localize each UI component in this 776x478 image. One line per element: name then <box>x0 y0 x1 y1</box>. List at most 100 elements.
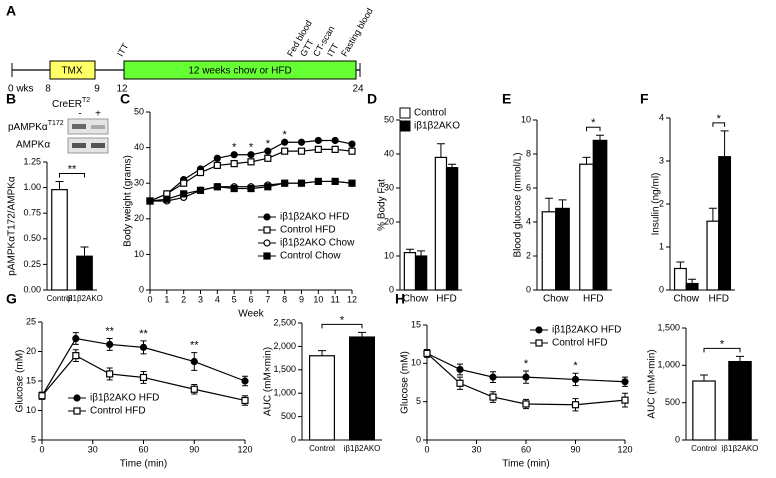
x-tick-label: 30 <box>88 444 98 454</box>
marker <box>213 161 221 169</box>
x-tick-label: 11 <box>330 294 339 304</box>
x-tick-label: 12 <box>347 294 357 304</box>
x-tick-label: 10 <box>313 294 323 304</box>
marker <box>106 370 114 378</box>
bar <box>555 207 570 291</box>
blot-strip <box>67 137 109 154</box>
y-axis-label: Glucose (mM) <box>400 351 411 414</box>
y-axis-label: % Body Fat <box>377 179 388 231</box>
y-tick-label: 0.75 <box>23 208 41 218</box>
marker <box>348 179 356 187</box>
marker <box>314 145 322 153</box>
x-tick-label: HFD <box>583 294 604 305</box>
error-bar <box>736 355 744 362</box>
x-axis-label: Week <box>238 309 264 320</box>
marker <box>571 375 580 384</box>
marker <box>73 407 81 415</box>
marker <box>535 339 543 347</box>
y-tick-label: 10 <box>384 250 394 260</box>
error-bar <box>436 143 445 158</box>
bar <box>309 355 336 441</box>
legend-label: iβ1β2AKO <box>414 121 460 132</box>
marker <box>348 147 356 155</box>
y-tick-label: 0 <box>659 284 664 294</box>
marker <box>297 147 306 155</box>
bar <box>434 156 448 291</box>
marker <box>489 393 497 401</box>
y-tick-label: 20 <box>134 213 144 223</box>
y-axis-label: Blood glucose (mmol/L) <box>513 152 524 257</box>
y-tick-label: 30 <box>384 182 394 192</box>
marker <box>72 352 80 360</box>
marker <box>230 151 238 159</box>
marker <box>281 179 289 187</box>
blot-strip <box>67 118 109 135</box>
significance-label: * <box>340 314 345 326</box>
blot-row-label: AMPKα <box>16 140 50 151</box>
x-tick-label: 8 <box>282 294 287 304</box>
y-tick-label: 0 <box>291 434 296 444</box>
y-tick-label: 40 <box>384 148 394 158</box>
blot-row-label: pAMPKαT172 <box>8 120 64 133</box>
blot-header: CreERT2 <box>52 97 90 110</box>
legend-label: Control <box>414 108 446 119</box>
error-bar <box>688 278 697 284</box>
marker <box>139 343 148 351</box>
marker <box>456 379 464 387</box>
x-tick-label: 7 <box>265 294 270 304</box>
timeline-label: 0 wks <box>8 84 34 95</box>
marker <box>163 195 171 203</box>
y-tick-label: 6 <box>526 182 531 192</box>
x-tick-label: 0 <box>147 294 152 304</box>
y-axis-label: Insulin (ng/ml) <box>651 173 662 236</box>
y-axis-label: Body weight (grams) <box>123 155 134 247</box>
x-tick-label: Control <box>47 294 73 303</box>
x-tick-label: 3 <box>198 294 203 304</box>
x-tick-label: 2 <box>181 294 186 304</box>
y-tick-label: 1,000 <box>657 360 680 370</box>
y-tick-label: 2,000 <box>273 341 296 351</box>
y-tick-label: 10 <box>521 114 531 124</box>
error-bar <box>318 350 326 356</box>
bar <box>685 282 699 291</box>
y-tick-label: 2 <box>659 198 664 208</box>
y-tick-label: 20 <box>384 216 394 226</box>
error-bar <box>596 134 604 141</box>
lane-label: + <box>95 109 101 120</box>
x-tick-label: iβ1β2AKO <box>722 444 759 453</box>
x-tick-label: Control <box>309 444 335 453</box>
y-tick-label: 3 <box>659 155 664 165</box>
x-tick-label: 120 <box>617 444 632 454</box>
marker <box>190 385 198 393</box>
marker <box>297 138 306 146</box>
bar <box>76 255 93 291</box>
diet-box <box>123 60 357 80</box>
marker <box>314 177 322 186</box>
x-tick-label: 90 <box>189 444 199 454</box>
y-tick-label: 500 <box>281 411 296 421</box>
marker <box>423 349 431 357</box>
marker <box>230 160 238 168</box>
error-bar <box>417 250 426 256</box>
marker <box>73 394 81 402</box>
x-tick-label: 90 <box>570 444 580 454</box>
x-tick-label: Chow <box>543 294 569 305</box>
significance-bracket <box>321 323 363 329</box>
marker <box>230 184 238 193</box>
marker <box>146 197 154 205</box>
marker <box>263 252 271 260</box>
x-tick-label: Chow <box>673 294 699 305</box>
tmx-box <box>49 60 96 80</box>
x-tick-label: 4 <box>215 294 220 304</box>
marker <box>196 168 205 177</box>
x-axis-label: Time (min) <box>502 459 549 470</box>
bar <box>728 361 752 441</box>
series-line <box>41 337 246 397</box>
y-tick-label: 30 <box>134 178 144 188</box>
significance-bracket <box>586 126 601 132</box>
timeline-label: 12 <box>116 84 128 95</box>
marker <box>247 184 255 193</box>
marker <box>180 179 188 187</box>
blot-band <box>72 124 86 129</box>
x-tick-label: 5 <box>232 294 237 304</box>
